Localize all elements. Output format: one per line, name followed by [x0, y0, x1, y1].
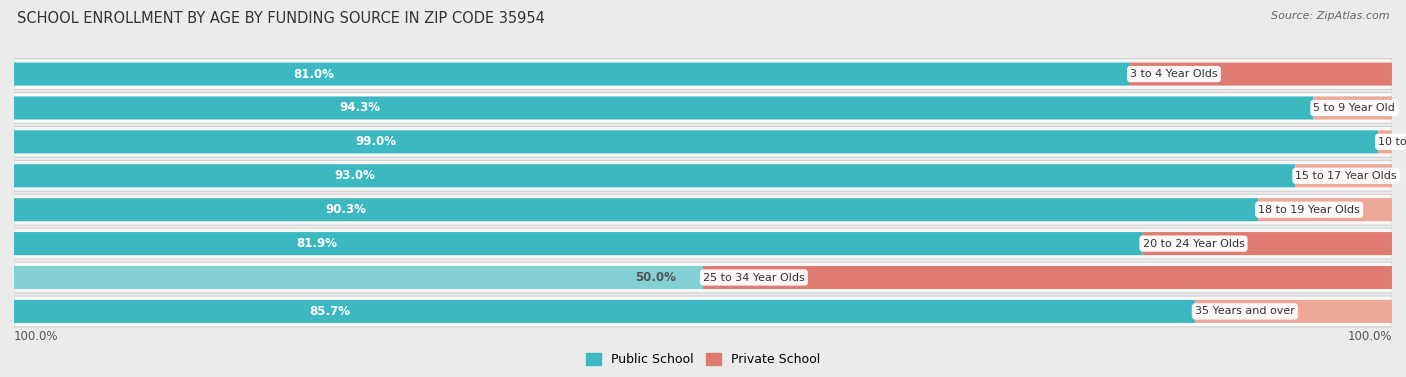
- Text: 81.9%: 81.9%: [297, 237, 337, 250]
- Text: 93.0%: 93.0%: [335, 169, 375, 182]
- Text: 15 to 17 Year Olds: 15 to 17 Year Olds: [1295, 171, 1398, 181]
- FancyBboxPatch shape: [1130, 63, 1392, 86]
- Text: 25 to 34 Year Olds: 25 to 34 Year Olds: [703, 273, 804, 282]
- Text: 10 to 14 Year Olds: 10 to 14 Year Olds: [1378, 137, 1406, 147]
- FancyBboxPatch shape: [14, 300, 1195, 323]
- FancyBboxPatch shape: [14, 59, 1392, 89]
- Text: 81.0%: 81.0%: [292, 67, 335, 81]
- FancyBboxPatch shape: [1378, 130, 1392, 153]
- FancyBboxPatch shape: [14, 63, 1130, 86]
- Text: 20 to 24 Year Olds: 20 to 24 Year Olds: [1143, 239, 1244, 248]
- Legend: Public School, Private School: Public School, Private School: [581, 348, 825, 371]
- FancyBboxPatch shape: [14, 92, 1392, 123]
- Text: 5 to 9 Year Old: 5 to 9 Year Old: [1313, 103, 1395, 113]
- FancyBboxPatch shape: [14, 130, 1378, 153]
- Text: 100.0%: 100.0%: [1347, 330, 1392, 343]
- Text: 99.0%: 99.0%: [356, 135, 396, 149]
- FancyBboxPatch shape: [14, 160, 1392, 191]
- Text: Source: ZipAtlas.com: Source: ZipAtlas.com: [1271, 11, 1389, 21]
- FancyBboxPatch shape: [1195, 300, 1392, 323]
- FancyBboxPatch shape: [14, 97, 1313, 120]
- FancyBboxPatch shape: [14, 262, 1392, 293]
- Text: 50.0%: 50.0%: [634, 271, 675, 284]
- Text: 85.7%: 85.7%: [309, 305, 350, 318]
- FancyBboxPatch shape: [1143, 232, 1392, 255]
- FancyBboxPatch shape: [14, 232, 1143, 255]
- Text: SCHOOL ENROLLMENT BY AGE BY FUNDING SOURCE IN ZIP CODE 35954: SCHOOL ENROLLMENT BY AGE BY FUNDING SOUR…: [17, 11, 544, 26]
- Text: 90.3%: 90.3%: [325, 203, 366, 216]
- Text: 94.3%: 94.3%: [339, 101, 380, 115]
- FancyBboxPatch shape: [1295, 164, 1392, 187]
- FancyBboxPatch shape: [14, 198, 1258, 221]
- Text: 35 Years and over: 35 Years and over: [1195, 307, 1295, 316]
- Text: 18 to 19 Year Olds: 18 to 19 Year Olds: [1258, 205, 1360, 215]
- FancyBboxPatch shape: [1313, 97, 1392, 120]
- FancyBboxPatch shape: [1258, 198, 1392, 221]
- FancyBboxPatch shape: [14, 296, 1392, 327]
- FancyBboxPatch shape: [14, 164, 1295, 187]
- FancyBboxPatch shape: [14, 266, 703, 289]
- FancyBboxPatch shape: [14, 228, 1392, 259]
- Text: 100.0%: 100.0%: [14, 330, 59, 343]
- FancyBboxPatch shape: [14, 126, 1392, 157]
- FancyBboxPatch shape: [703, 266, 1392, 289]
- FancyBboxPatch shape: [14, 194, 1392, 225]
- Text: 3 to 4 Year Olds: 3 to 4 Year Olds: [1130, 69, 1218, 79]
